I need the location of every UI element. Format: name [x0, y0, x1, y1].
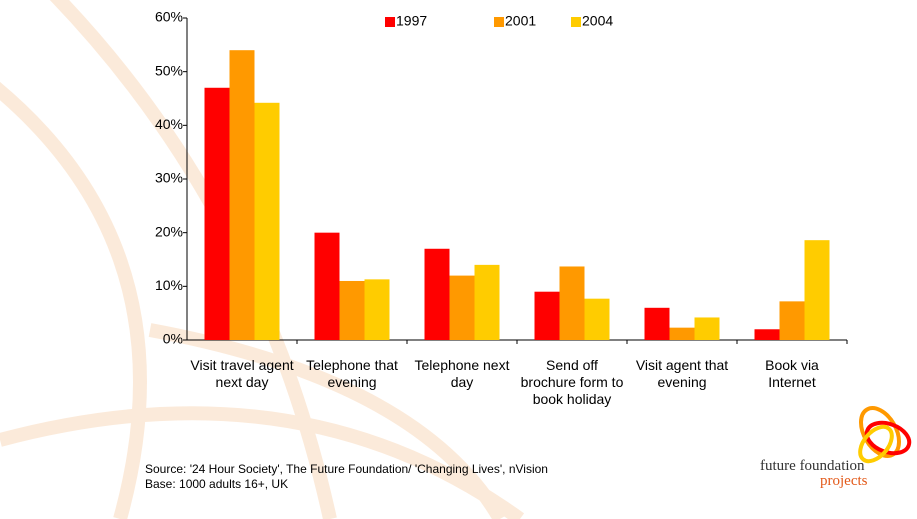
x-tick-label: Book via Internet: [765, 357, 819, 390]
bar: [694, 317, 720, 340]
bar: [364, 279, 390, 340]
logo-subtext: projects: [820, 473, 868, 489]
bar: [474, 264, 500, 340]
legend-swatch: [494, 17, 504, 27]
y-tick-label: 40%: [155, 116, 183, 132]
legend-label: 1997: [396, 13, 427, 29]
x-tick-label: Visit travel agent next day: [190, 357, 294, 390]
background-decoration: [0, 0, 525, 519]
bar: [584, 298, 610, 340]
bar: [754, 329, 780, 340]
x-tick-label: Telephone next day: [414, 357, 510, 390]
y-tick-label: 30%: [155, 170, 183, 186]
bar: [449, 275, 475, 340]
bar: [229, 50, 255, 340]
y-tick-label: 10%: [155, 277, 183, 293]
y-tick-label: 60%: [155, 9, 183, 25]
logo-text: future foundation: [760, 458, 865, 474]
bar: [339, 280, 365, 340]
legend-swatch: [385, 17, 395, 27]
bar: [669, 327, 695, 340]
bar: [559, 266, 585, 340]
bar: [804, 240, 830, 340]
bar: [204, 87, 230, 341]
x-tick-label: Send off brochure form to book holiday: [520, 357, 624, 407]
x-tick-label: Visit agent that evening: [635, 357, 729, 390]
bar: [534, 291, 560, 340]
y-tick-label: 20%: [155, 223, 183, 239]
bar: [424, 248, 450, 340]
bar: [254, 102, 280, 340]
base-note: Base: 1000 adults 16+, UK: [145, 477, 289, 491]
source-note: Source: '24 Hour Society', The Future Fo…: [145, 462, 548, 476]
legend-swatch: [571, 17, 581, 27]
legend-label: 2004: [582, 13, 613, 29]
legend-label: 2001: [505, 13, 536, 29]
bar: [314, 232, 340, 340]
y-tick-label: 50%: [155, 62, 183, 78]
bar: [644, 307, 670, 340]
bar: [779, 301, 805, 340]
y-tick-label: 0%: [163, 331, 183, 347]
x-tick-label: Telephone that evening: [306, 357, 398, 390]
